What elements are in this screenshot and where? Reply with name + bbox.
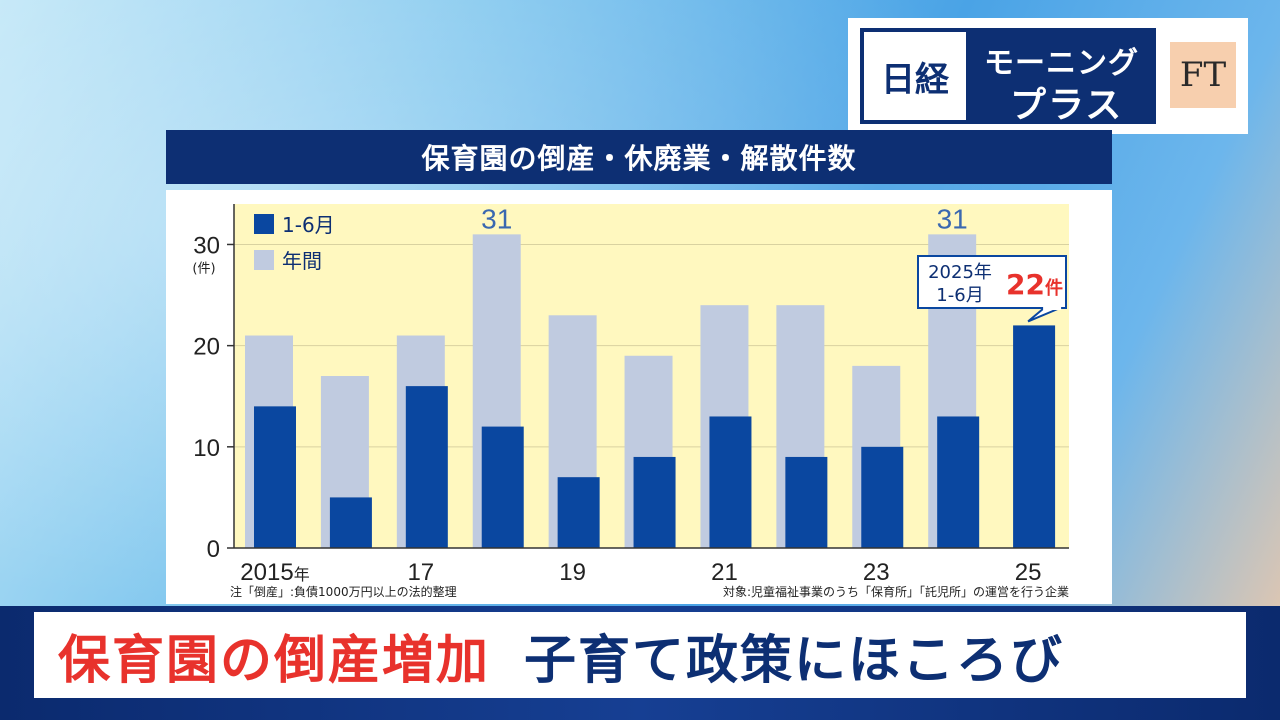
- x-tick-label: 25: [1015, 559, 1042, 586]
- bar-first-half: [1013, 325, 1056, 548]
- callout-box: [917, 255, 1067, 309]
- bar-first-half: [329, 497, 372, 548]
- legend-swatch-annual: [254, 250, 274, 270]
- bar-first-half: [785, 456, 828, 548]
- y-tick-label: 10: [193, 435, 220, 462]
- note-left: 注「倒産」:負債1000万円以上の法的整理: [230, 584, 457, 599]
- logo-line-2: プラス: [1010, 85, 1124, 126]
- caption-box: 保育園の倒産増加 子育て政策にほころび: [34, 612, 1246, 698]
- chart-panel: 0 10 20 30 (件) 2015年 17 19 21 23 25 31 31 1-6月 年間 2025年…: [166, 190, 1112, 604]
- y-tick-label: 20: [193, 334, 220, 361]
- x-tick-label: 2015年: [240, 559, 309, 586]
- y-tick-label: 0: [207, 536, 220, 563]
- callout-line-1: 2025年: [928, 262, 992, 283]
- x-tick-label: 23: [863, 559, 890, 586]
- unit-label: (件): [192, 261, 215, 276]
- legend-swatch-first-half: [254, 214, 274, 234]
- note-right: 対象:児童福祉事業のうち「保育所」「託児所」の運営を行う企業: [723, 584, 1069, 599]
- x-tick-label: 21: [711, 559, 738, 586]
- bar-first-half: [254, 406, 296, 548]
- callout-joint: [1043, 306, 1062, 310]
- callout-line-2: 1-6月: [936, 285, 983, 306]
- headline-red: 保育園の倒産増加: [58, 630, 491, 691]
- morning-plus-logo: モーニング プラス: [970, 28, 1156, 126]
- value-label: 31: [937, 203, 968, 234]
- bar-first-half: [937, 416, 980, 548]
- bar-first-half: [405, 386, 448, 548]
- bar-first-half: [481, 426, 524, 548]
- ft-logo: FT: [1170, 42, 1236, 108]
- program-logo: 日経 モーニング プラス FT: [848, 18, 1248, 134]
- bar-first-half: [861, 446, 904, 548]
- callout-value: 22件: [1006, 268, 1063, 301]
- value-label: 31: [481, 203, 512, 234]
- bar-first-half: [633, 456, 676, 548]
- nikkei-logo: 日経: [860, 28, 970, 124]
- legend-label-annual: 年間: [282, 249, 322, 273]
- chart-title: 保育園の倒産・休廃業・解散件数: [166, 130, 1112, 184]
- logo-line-1: モーニング: [984, 46, 1139, 81]
- x-tick-label: 19: [559, 559, 586, 586]
- bar-first-half: [709, 416, 752, 548]
- bar-first-half: [557, 477, 600, 548]
- legend-label-first-half: 1-6月: [282, 213, 335, 237]
- headline-blue: 子育て政策にほころび: [524, 630, 1065, 691]
- x-tick-label: 17: [407, 559, 434, 586]
- y-tick-label: 30: [193, 232, 220, 259]
